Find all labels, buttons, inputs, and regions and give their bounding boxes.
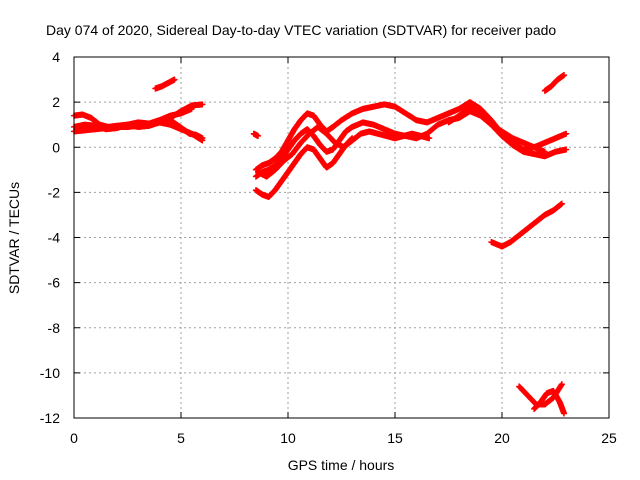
x-tick-label: 0 xyxy=(70,430,78,446)
series-s7 xyxy=(252,99,570,173)
chart-title: Day 074 of 2020, Sidereal Day-to-day VTE… xyxy=(46,22,556,38)
series-s10 xyxy=(255,123,433,180)
data-point xyxy=(199,135,206,142)
data-point xyxy=(563,146,570,153)
data-points xyxy=(71,72,570,417)
data-point xyxy=(561,72,568,79)
y-tick-label: -8 xyxy=(48,320,61,336)
data-point xyxy=(426,135,433,142)
x-tick-label: 15 xyxy=(387,430,403,446)
series-s5 xyxy=(152,76,178,92)
data-point xyxy=(561,410,568,417)
x-tick-label: 20 xyxy=(494,430,510,446)
y-axis-title: SDTVAR / TECUs xyxy=(6,182,22,294)
y-tick-label: -6 xyxy=(48,275,61,291)
series-s15 xyxy=(531,387,568,417)
series-s4 xyxy=(167,117,206,142)
data-point xyxy=(199,101,206,108)
data-point xyxy=(558,200,565,207)
y-tick-label: -12 xyxy=(40,410,60,426)
x-axis-title: GPS time / hours xyxy=(288,457,395,473)
series-s9 xyxy=(252,135,356,200)
y-tick-label: -10 xyxy=(40,365,60,381)
y-tick-label: -2 xyxy=(48,184,61,200)
x-tick-label: 5 xyxy=(177,430,185,446)
grid-lines xyxy=(74,57,609,418)
y-tick-label: 4 xyxy=(52,49,60,65)
data-point xyxy=(171,76,178,83)
x-tick-label: 10 xyxy=(280,430,296,446)
x-tick-label: 25 xyxy=(601,430,617,446)
data-point xyxy=(558,381,565,388)
series-s12 xyxy=(488,200,565,250)
data-point xyxy=(255,132,262,139)
y-tick-label: 0 xyxy=(52,139,60,155)
series-s6 xyxy=(250,130,262,139)
series-s11 xyxy=(445,103,570,160)
data-point xyxy=(188,105,195,112)
y-tick-label: -4 xyxy=(48,230,61,246)
data-point xyxy=(563,130,570,137)
series-s3 xyxy=(71,105,195,133)
y-tick-label: 2 xyxy=(52,94,60,110)
series-s13 xyxy=(541,72,568,94)
axis-ticks: 0 5 10 15 20 25 -12 -10 -8 -6 -4 -2 0 2 4 xyxy=(40,49,617,446)
